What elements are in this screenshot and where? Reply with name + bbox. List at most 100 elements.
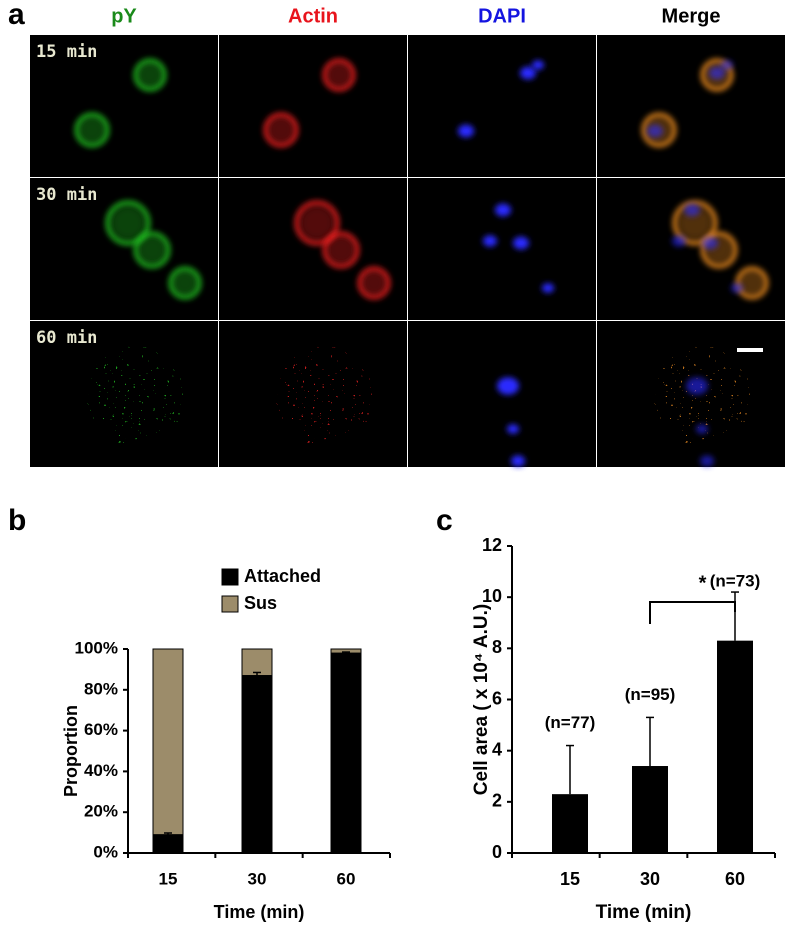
panel-label: c [436,504,453,537]
x-tick-label: 15 [560,869,580,889]
bar [552,794,588,853]
sample-size: (n=95) [625,685,676,704]
cell [274,346,374,446]
micrograph-bg [30,35,218,177]
x-axis-title: Time (min) [214,902,305,922]
micrograph [597,178,785,320]
y-tick-label: 4 [492,739,502,759]
cell-body [740,271,764,295]
y-tick-label: 10 [482,586,502,606]
row-label: 15 min [36,42,97,62]
x-tick-label: 60 [725,869,745,889]
cell-fibers [280,352,368,440]
bar-segment [152,648,184,836]
cell [105,200,151,246]
cell [652,346,752,446]
cell [700,58,734,92]
y-tick-label: 40% [84,761,118,780]
row-label: 30 min [36,185,97,205]
bar-segment [241,675,273,854]
cell-body [269,118,293,142]
row-label: 60 min [36,328,97,348]
cell [74,112,110,148]
bar-segment [330,652,362,854]
micrograph [408,35,596,177]
bar-segment [241,648,273,677]
legend-swatch [221,568,239,586]
cell [322,231,360,269]
nucleus [686,377,708,395]
bar [632,766,668,853]
nucleus [702,236,718,250]
nucleus [520,66,536,80]
nucleus [532,60,544,70]
cell-body [139,237,165,263]
micrograph [597,35,785,177]
cell-body [301,207,333,239]
cell [357,266,391,300]
micrograph [408,178,596,320]
column-header: DAPI [478,5,526,27]
y-tick-label: 20% [84,802,118,821]
micrograph [30,178,218,320]
cell-body [327,63,351,87]
nucleus [495,203,511,217]
scale-bar [737,348,763,352]
cell [133,231,171,269]
sample-size: (n=77) [545,713,596,732]
cell [322,58,356,92]
cell [735,266,769,300]
cell [263,112,299,148]
x-tick-label: 30 [640,869,660,889]
legend-label: Attached [244,566,321,586]
bar [717,640,753,853]
nucleus [721,60,733,70]
cell-fibers [91,352,179,440]
panel-label: b [8,504,26,537]
cell-body [173,271,197,295]
cell-body [362,271,386,295]
cell-fibers [658,352,746,440]
nucleus [511,455,525,467]
cell [294,200,340,246]
y-tick-label: 2 [492,791,502,811]
micrograph [408,321,596,467]
nucleus [731,283,743,293]
y-tick-label: 60% [84,720,118,739]
y-tick-label: 0% [93,842,118,861]
y-tick-label: 100% [75,638,118,657]
column-header: pY [111,5,137,27]
y-tick-label: 8 [492,637,502,657]
panel-label: a [8,0,25,31]
micrograph [219,178,407,320]
cell-body [138,63,162,87]
y-tick-label: 80% [84,679,118,698]
nucleus [507,424,519,434]
micrograph-bg [597,35,785,177]
cell [672,200,718,246]
nucleus [542,283,554,293]
nucleus [672,235,686,247]
cell [641,112,677,148]
x-tick-label: 30 [248,869,267,888]
y-tick-label: 6 [492,688,502,708]
bar-segment [152,834,184,854]
nucleus [684,203,700,217]
nucleus [513,236,529,250]
significance-bracket [649,601,736,624]
micrograph [219,35,407,177]
nucleus [458,124,474,138]
micrograph-bg [408,178,596,320]
nucleus [709,66,725,80]
legend-label: Sus [244,593,277,613]
nucleus [497,377,519,395]
y-tick-label: 12 [482,535,502,555]
nucleus [700,455,714,467]
micrograph-bg [408,321,596,467]
x-tick-label: 15 [159,869,178,888]
micrograph [219,321,407,467]
micrograph-grid: pY Actin DAPI Merge 15 min 30 min 60 min [30,5,785,467]
y-tick-label: 0 [492,842,502,862]
sample-size: (n=73) [710,571,761,590]
